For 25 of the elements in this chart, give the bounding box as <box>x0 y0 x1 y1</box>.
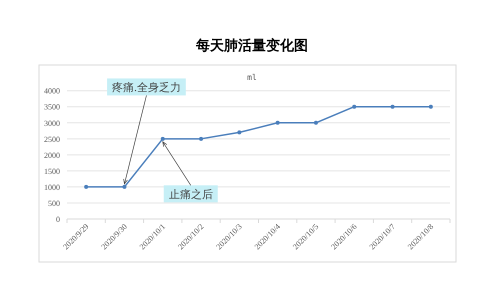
y-tick-label: 3000 <box>44 118 60 128</box>
y-tick-label: 4000 <box>44 86 60 96</box>
y-tick-label: 0 <box>56 215 60 224</box>
y-tick-label: 2000 <box>44 150 60 160</box>
y-tick-label: 1500 <box>44 166 60 176</box>
point <box>199 136 204 141</box>
text: ml <box>247 73 257 82</box>
point <box>237 130 242 134</box>
annotation: 疼痛.全身乏力 <box>107 78 186 96</box>
annotation: 疼痛.全身乏力 <box>112 80 181 94</box>
annotation: 止痛之后 <box>168 188 213 201</box>
chart-title: 每天肺活量变化图 <box>195 37 308 53</box>
y-tick-label: 3500 <box>44 102 60 112</box>
annotation: 止痛之后 <box>164 185 218 202</box>
point <box>314 120 318 125</box>
point <box>352 104 356 109</box>
point <box>84 184 88 189</box>
point <box>160 136 165 141</box>
point <box>122 184 126 189</box>
y-tick-label: 500 <box>48 198 60 208</box>
point <box>276 120 280 125</box>
y-tick-label: 2500 <box>44 134 60 144</box>
point <box>390 104 395 109</box>
point <box>428 104 433 109</box>
y-tick-label: 1000 <box>44 182 60 192</box>
